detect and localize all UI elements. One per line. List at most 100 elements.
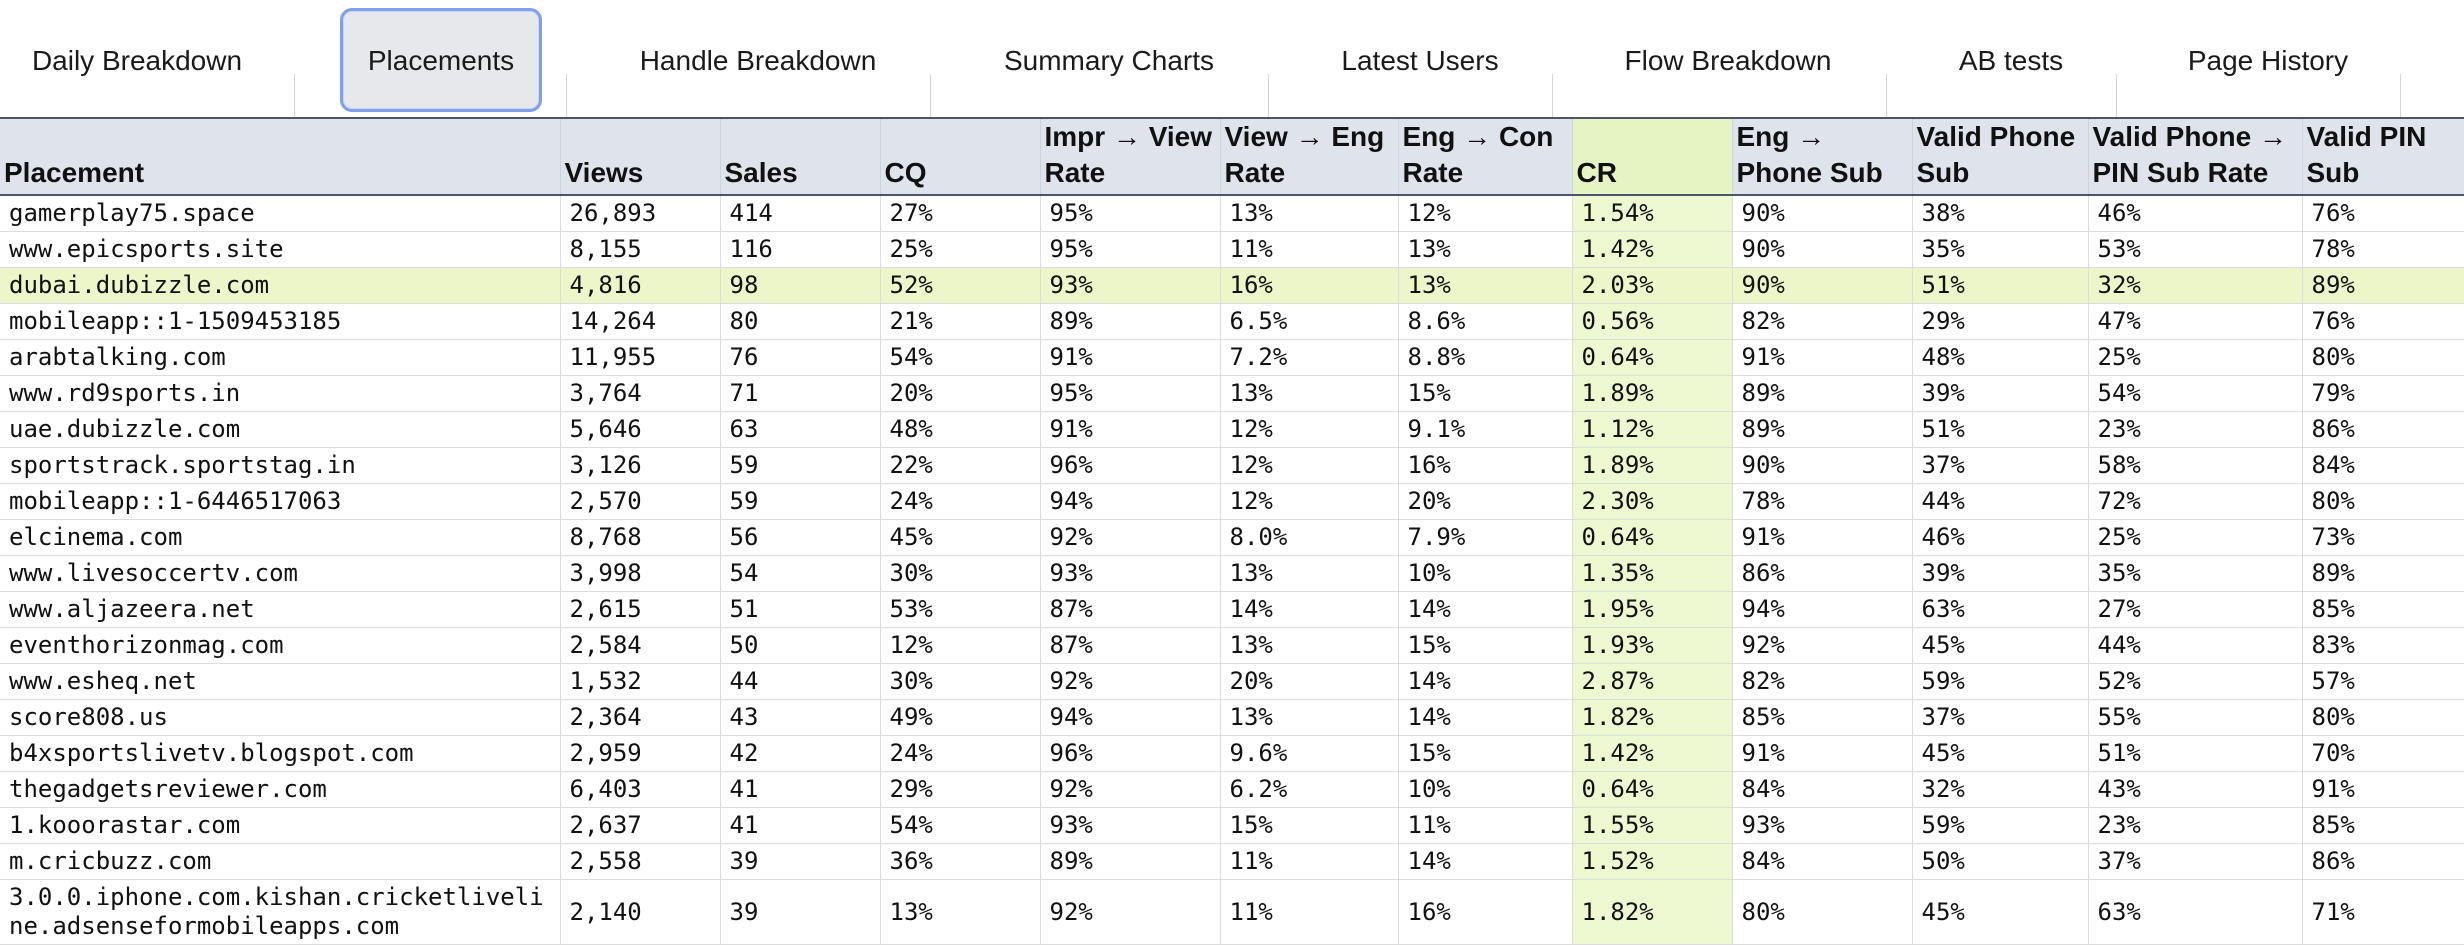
table-row[interactable]: gamerplay75.space 26,893 414 27% 95% 13% 12% 1.… <box>0 195 2464 232</box>
placement-cell: b4xsportslivetv.blogspot.com <box>0 735 561 772</box>
table-cell: 25% <box>880 231 1041 268</box>
table-cell: 0.64% <box>1572 339 1733 376</box>
table-cell: 13% <box>1220 699 1399 736</box>
table-row[interactable]: 3.0.0.iphone.com.kishan.cricketliveline.… <box>0 879 2464 945</box>
tab-label: Flow Breakdown <box>1624 44 1832 76</box>
col-header-eng-phone-sub[interactable]: Eng → Phone Sub <box>1732 119 1913 196</box>
table-cell: 92% <box>1040 879 1221 945</box>
table-row[interactable]: elcinema.com 8,768 56 45% 92% 8.0% 7.9% 0.64% 91… <box>0 519 2464 556</box>
tab-label: Page History <box>2187 44 2349 76</box>
col-header-placement[interactable]: Placement <box>0 119 561 196</box>
table-row[interactable]: score808.us 2,364 43 49% 94% 13% 14% 1.82% 85% 37… <box>0 699 2464 736</box>
table-cell: 89% <box>1040 843 1221 880</box>
tab-ab-tests[interactable]: AB tests <box>1886 0 2136 117</box>
table-row[interactable]: dubai.dubizzle.com 4,816 98 52% 93% 16% 13% 2.0… <box>0 267 2464 304</box>
table-row[interactable]: eventhorizonmag.com 2,584 50 12% 87% 13% 15% 1.… <box>0 627 2464 664</box>
col-header-cq[interactable]: CQ <box>880 119 1041 196</box>
table-cell: 90% <box>1732 447 1913 484</box>
table-cell: 82% <box>1732 663 1913 700</box>
placement-cell: score808.us <box>0 699 561 736</box>
col-header-cr[interactable]: CR <box>1572 119 1733 196</box>
table-cell: 35% <box>2088 555 2303 592</box>
table-cell: 14% <box>1398 591 1573 628</box>
table-row[interactable]: www.aljazeera.net 2,615 51 53% 87% 14% 14% 1.95… <box>0 591 2464 628</box>
table-cell: 76% <box>2302 303 2464 340</box>
table-cell: 95% <box>1040 375 1221 412</box>
table-cell: 13% <box>1220 375 1399 412</box>
table-cell: 84% <box>1732 843 1913 880</box>
tab-divider <box>1886 74 1887 117</box>
table-cell: 46% <box>1912 519 2089 556</box>
table-row[interactable]: www.rd9sports.in 3,764 71 20% 95% 13% 15% 1.89%… <box>0 375 2464 412</box>
table-cell: 73% <box>2302 519 2464 556</box>
table-cell: 43% <box>2088 771 2303 808</box>
table-cell: 83% <box>2302 627 2464 664</box>
table-cell: 25% <box>2088 339 2303 376</box>
table-cell: 2,615 <box>560 591 721 628</box>
table-cell: 39 <box>720 879 881 945</box>
tab-handle-breakdown[interactable]: Handle Breakdown <box>566 0 950 117</box>
table-cell: 1.42% <box>1572 231 1733 268</box>
table-cell: 91% <box>1732 519 1913 556</box>
table-row[interactable]: b4xsportslivetv.blogspot.com 2,959 42 24% 96… <box>0 735 2464 772</box>
tab-label: Placements <box>367 44 515 76</box>
table-cell: 14% <box>1220 591 1399 628</box>
table-cell: 4,816 <box>560 267 721 304</box>
table-cell: 14,264 <box>560 303 721 340</box>
table-row[interactable]: www.livesoccertv.com 3,998 54 30% 93% 13% 10% 1… <box>0 555 2464 592</box>
col-header-impr-view-rate[interactable]: Impr → View Rate <box>1040 119 1221 196</box>
col-header-views[interactable]: Views <box>560 119 721 196</box>
table-cell: 10% <box>1398 555 1573 592</box>
table-row[interactable]: www.esheq.net 1,532 44 30% 92% 20% 14% 2.87% 82%… <box>0 663 2464 700</box>
table-cell: 16% <box>1398 447 1573 484</box>
table-row[interactable]: m.cricbuzz.com 2,558 39 36% 89% 11% 14% 1.52% 84… <box>0 843 2464 880</box>
table-cell: 50 <box>720 627 881 664</box>
tab-latest-users[interactable]: Latest Users <box>1268 0 1572 117</box>
table-cell: 37% <box>1912 447 2089 484</box>
table-cell: 85% <box>2302 807 2464 844</box>
table-cell: 12% <box>880 627 1041 664</box>
col-header-sales[interactable]: Sales <box>720 119 881 196</box>
table-cell: 93% <box>1040 807 1221 844</box>
tab-page-history[interactable]: Page History <box>2116 0 2420 117</box>
table-cell: 51 <box>720 591 881 628</box>
table-cell: 63% <box>2088 879 2303 945</box>
col-header-eng-con-rate[interactable]: Eng → Con Rate <box>1398 119 1573 196</box>
table-cell: 2,140 <box>560 879 721 945</box>
table-cell: 76% <box>2302 195 2464 232</box>
table-cell: 11% <box>1398 807 1573 844</box>
table-cell: 57% <box>2302 663 2464 700</box>
table-cell: 45% <box>1912 627 2089 664</box>
table-row[interactable]: arabtalking.com 11,955 76 54% 91% 7.2% 8.8% 0.6… <box>0 339 2464 376</box>
table-cell: 1.95% <box>1572 591 1733 628</box>
table-cell: 29% <box>1912 303 2089 340</box>
table-cell: 39 <box>720 843 881 880</box>
table-cell: 2.03% <box>1572 267 1733 304</box>
table-cell: 1.12% <box>1572 411 1733 448</box>
table-row[interactable]: sportstrack.sportstag.in 3,126 59 22% 96% 12%… <box>0 447 2464 484</box>
table-cell: 90% <box>1732 267 1913 304</box>
tab-divider <box>2400 74 2401 117</box>
col-header-view-eng-rate[interactable]: View → Eng Rate <box>1220 119 1399 196</box>
table-cell: 1.52% <box>1572 843 1733 880</box>
tab-summary-charts[interactable]: Summary Charts <box>950 0 1268 117</box>
table-row[interactable]: www.epicsports.site 8,155 116 25% 95% 11% 13% 1… <box>0 231 2464 268</box>
table-row[interactable]: mobileapp::1-6446517063 2,570 59 24% 94% 12% 2… <box>0 483 2464 520</box>
table-cell: 94% <box>1040 483 1221 520</box>
col-header-valid-pin-sub[interactable]: Valid PIN Sub <box>2302 119 2464 196</box>
table-row[interactable]: thegadgetsreviewer.com 6,403 41 29% 92% 6.2% 1… <box>0 771 2464 808</box>
table-cell: 9.6% <box>1220 735 1399 772</box>
col-header-valid-phone-pin-sub-rate[interactable]: Valid Phone → PIN Sub Rate <box>2088 119 2303 196</box>
table-cell: 94% <box>1040 699 1221 736</box>
placement-cell: uae.dubizzle.com <box>0 411 561 448</box>
col-header-valid-phone-sub[interactable]: Valid Phone Sub <box>1912 119 2089 196</box>
table-row[interactable]: uae.dubizzle.com 5,646 63 48% 91% 12% 9.1% 1.12… <box>0 411 2464 448</box>
table-row[interactable]: mobileapp::1-1509453185 14,264 80 21% 89% 6.5… <box>0 303 2464 340</box>
table-row[interactable]: 1.kooorastar.com 2,637 41 54% 93% 15% 11% 1.55%… <box>0 807 2464 844</box>
table-cell: 8.0% <box>1220 519 1399 556</box>
tab-placements[interactable]: Placements <box>340 0 542 117</box>
table-cell: 29% <box>880 771 1041 808</box>
tab-daily-breakdown[interactable]: Daily Breakdown <box>0 0 274 117</box>
tab-flow-breakdown[interactable]: Flow Breakdown <box>1552 0 1904 117</box>
table-cell: 89% <box>2302 267 2464 304</box>
